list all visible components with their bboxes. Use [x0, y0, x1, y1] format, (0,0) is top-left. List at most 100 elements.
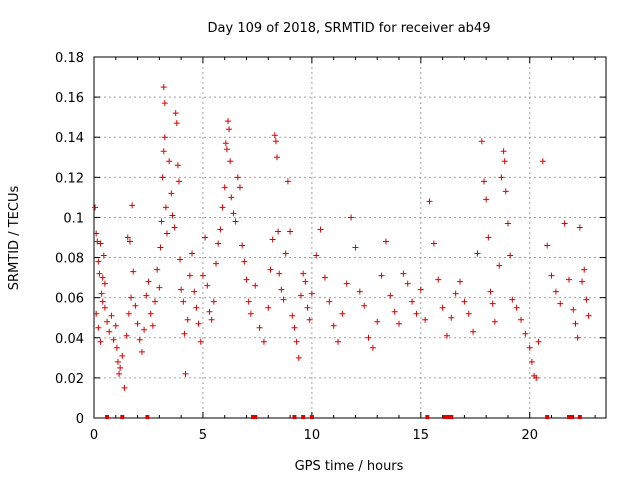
- data-point: [132, 302, 139, 309]
- data-point: [117, 364, 124, 371]
- zero-marker: [566, 415, 571, 419]
- x-tick-label: 10: [304, 428, 321, 443]
- data-point: [171, 224, 178, 231]
- data-point: [160, 84, 167, 91]
- data-point: [186, 272, 193, 279]
- data-point: [422, 316, 429, 323]
- data-point: [236, 184, 243, 191]
- data-point: [174, 162, 181, 169]
- data-point: [439, 304, 446, 311]
- data-point: [293, 338, 300, 345]
- x-axis-label: GPS time / hours: [295, 459, 404, 474]
- data-point: [491, 318, 498, 325]
- y-tick-label: 0.06: [55, 292, 84, 307]
- data-point: [193, 304, 200, 311]
- data-point: [156, 284, 163, 291]
- data-point: [243, 276, 250, 283]
- data-point: [426, 198, 433, 205]
- data-point: [223, 146, 230, 153]
- data-point: [234, 174, 241, 181]
- data-point: [195, 320, 202, 327]
- data-point: [413, 310, 420, 317]
- data-point: [276, 270, 283, 277]
- data-point: [97, 240, 104, 247]
- data-point: [465, 310, 472, 317]
- data-point: [585, 312, 592, 319]
- data-point: [581, 266, 588, 273]
- data-point: [443, 332, 450, 339]
- data-point: [271, 132, 278, 139]
- data-point: [330, 322, 337, 329]
- data-point: [160, 148, 167, 155]
- zero-marker: [570, 415, 575, 419]
- data-point: [513, 304, 520, 311]
- data-point: [175, 178, 182, 185]
- y-tick-label: 0.16: [55, 91, 84, 106]
- data-point: [101, 304, 108, 311]
- data-point: [295, 354, 302, 361]
- data-point: [239, 242, 246, 249]
- data-point: [457, 278, 464, 285]
- data-point: [267, 266, 274, 273]
- data-point: [129, 202, 136, 209]
- data-point: [297, 292, 304, 299]
- zero-marker: [292, 415, 297, 419]
- data-point: [365, 334, 372, 341]
- data-point: [583, 296, 590, 303]
- data-point: [213, 260, 220, 267]
- data-point: [474, 250, 481, 257]
- zero-marker: [105, 415, 110, 419]
- x-tick-label: 0: [90, 428, 98, 443]
- data-point: [169, 212, 176, 219]
- data-point: [489, 300, 496, 307]
- data-point: [275, 228, 282, 235]
- data-point: [99, 274, 106, 281]
- data-point: [343, 280, 350, 287]
- x-tick-label: 15: [413, 428, 430, 443]
- data-point: [177, 256, 184, 263]
- data-point: [208, 316, 215, 323]
- zero-marker: [145, 415, 150, 419]
- data-point: [501, 158, 508, 165]
- data-point: [245, 298, 252, 305]
- data-point: [178, 286, 185, 293]
- data-point: [119, 352, 126, 359]
- data-point: [95, 258, 102, 265]
- data-point: [92, 204, 99, 211]
- data-point: [417, 286, 424, 293]
- data-point: [96, 270, 103, 277]
- data-point: [452, 290, 459, 297]
- data-point: [93, 230, 100, 237]
- data-point: [533, 374, 540, 381]
- data-point: [227, 158, 234, 165]
- data-point: [528, 358, 535, 365]
- data-point: [124, 234, 131, 241]
- data-point: [94, 238, 101, 245]
- data-point: [572, 320, 579, 327]
- axis-ticks: 0 0.02 0.04 0.06 0.08 0.1 0.12 0.14 0.16 0.18 0 5 10…: [55, 51, 606, 443]
- data-point: [100, 252, 107, 259]
- data-point: [116, 370, 123, 377]
- data-point: [369, 344, 376, 351]
- data-point: [291, 324, 298, 331]
- data-point: [339, 310, 346, 317]
- data-point: [507, 252, 514, 259]
- y-axis-label: SRMTID / TECUs: [7, 186, 22, 291]
- data-point: [548, 272, 555, 279]
- data-point: [230, 210, 237, 217]
- data-point: [352, 244, 359, 251]
- data-point: [138, 348, 145, 355]
- data-point: [161, 100, 168, 107]
- data-point: [97, 338, 104, 345]
- data-point: [134, 320, 141, 327]
- data-point: [145, 278, 152, 285]
- data-point: [104, 318, 111, 325]
- data-point: [130, 268, 137, 275]
- data-point: [485, 234, 492, 241]
- zero-marker: [577, 415, 582, 419]
- data-point: [487, 288, 494, 295]
- data-point: [335, 338, 342, 345]
- data-point: [326, 298, 333, 305]
- data-point: [576, 224, 583, 231]
- zero-marker: [446, 415, 451, 419]
